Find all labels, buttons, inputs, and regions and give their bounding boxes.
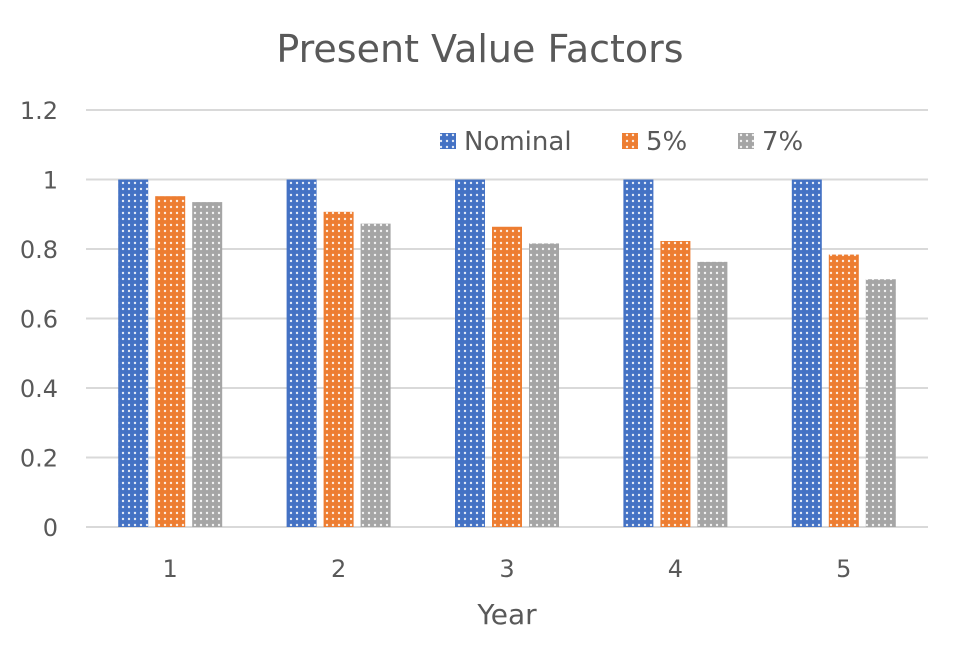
bar-7pct-year-1 <box>192 202 223 527</box>
bar-7pct-year-2 <box>360 223 391 527</box>
y-tick-label: 0 <box>43 514 58 542</box>
legend-swatch <box>622 133 638 149</box>
y-tick-label: 0.6 <box>20 306 58 334</box>
bar-7pct-year-3 <box>529 243 559 527</box>
bar-nominal-year-3 <box>455 179 485 527</box>
legend-swatch <box>738 133 754 149</box>
y-tick-label: 1 <box>43 167 58 195</box>
x-tick-label: 3 <box>499 555 514 583</box>
legend-label: Nominal <box>464 127 572 157</box>
legend-swatch <box>440 133 456 149</box>
y-tick-label: 0.8 <box>20 236 58 264</box>
bar-5pct-year-5 <box>828 254 859 527</box>
legend-label: 5% <box>646 127 687 157</box>
y-tick-label: 1.2 <box>20 97 58 125</box>
y-tick-label: 0.4 <box>20 375 58 403</box>
bar-5pct-year-3 <box>492 226 522 527</box>
x-tick-label: 1 <box>163 555 178 583</box>
x-axis-ticks: 1 2 3 4 5 <box>163 555 852 583</box>
bar-nominal-year-1 <box>118 179 149 527</box>
bars <box>118 179 896 527</box>
x-tick-label: 4 <box>668 555 683 583</box>
x-axis-label: Year <box>476 598 537 631</box>
x-tick-label: 2 <box>331 555 346 583</box>
bar-nominal-year-2 <box>286 179 317 527</box>
bar-7pct-year-5 <box>865 279 896 527</box>
y-tick-label: 0.2 <box>20 445 58 473</box>
bar-5pct-year-1 <box>155 196 186 527</box>
bar-5pct-year-2 <box>323 211 354 527</box>
legend: Nominal 5% 7% <box>440 127 803 157</box>
y-axis-ticks: 0 0.2 0.4 0.6 0.8 1 1.2 <box>20 97 58 542</box>
bar-nominal-year-5 <box>791 179 822 527</box>
bar-5pct-year-4 <box>660 241 691 527</box>
legend-label: 7% <box>762 127 803 157</box>
bar-nominal-year-4 <box>623 179 654 527</box>
bar-7pct-year-4 <box>697 261 728 527</box>
chart-title: Present Value Factors <box>276 27 683 71</box>
x-tick-label: 5 <box>836 555 851 583</box>
